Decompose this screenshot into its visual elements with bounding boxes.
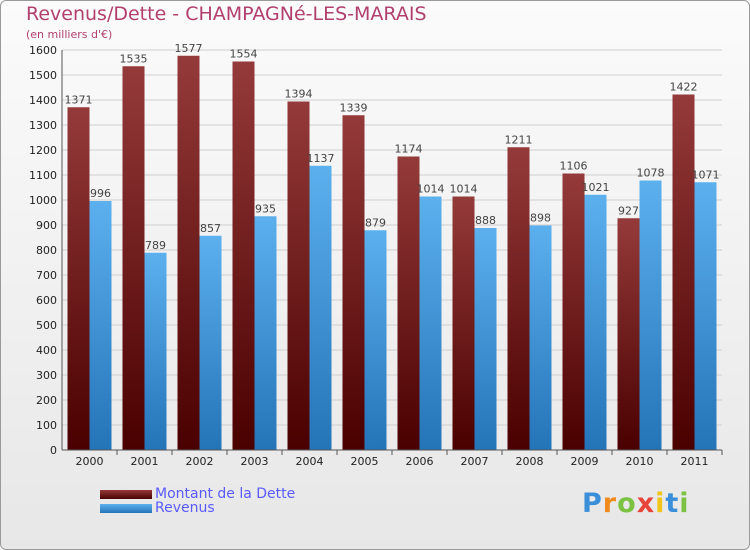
y-tick-label-700: 700 [36, 269, 57, 282]
logo-letter: o [617, 488, 637, 519]
value-label-revenue-2000: 996 [90, 187, 111, 200]
bar-debt-2004 [287, 101, 310, 450]
value-label-debt-2008: 1211 [505, 133, 533, 146]
bar-debt-2006 [397, 156, 420, 450]
axes: 0 100 200 300 400 500 600 700 800 900 1000 1100 1200… [29, 44, 723, 468]
bar-debt-2002 [177, 55, 200, 450]
x-tick-label-2005: 2005 [351, 455, 379, 468]
y-tick-label-1300: 1300 [29, 119, 57, 132]
x-tick-label-2004: 2004 [296, 455, 324, 468]
bar-revenue-2011 [694, 182, 717, 450]
legend-swatch-revenue [100, 503, 152, 513]
value-label-revenue-2008: 898 [530, 212, 551, 225]
y-tick-label-100: 100 [36, 419, 57, 432]
value-label-debt-2000: 1371 [65, 93, 93, 106]
value-label-revenue-2002: 857 [200, 222, 221, 235]
legend-item-debt: Montant de la Dette [100, 486, 295, 502]
bar-debt-2003 [232, 61, 255, 450]
legend-label-debt: Montant de la Dette [155, 486, 296, 502]
x-tick-label-2007: 2007 [461, 455, 489, 468]
y-tick-label-1000: 1000 [29, 194, 57, 207]
x-tick-label-2009: 2009 [571, 455, 599, 468]
value-labels: 1371 996 1535 789 1577 857 1554 935 1394 1137 1339… [65, 42, 720, 252]
bar-debt-2011 [672, 94, 695, 450]
bar-revenue-2009 [584, 194, 607, 450]
logo-letter: t [665, 488, 680, 519]
logo-letter: P [582, 488, 603, 519]
grid-lines [62, 49, 722, 451]
logo-letter: i [655, 488, 666, 519]
value-label-debt-2011: 1422 [670, 81, 698, 94]
y-tick-label-200: 200 [36, 394, 57, 407]
x-tick-label-2002: 2002 [186, 455, 214, 468]
x-tick-label-2001: 2001 [131, 455, 159, 468]
bar-debt-2007 [452, 196, 475, 450]
bars [67, 55, 717, 450]
value-label-debt-2009: 1106 [560, 160, 588, 173]
y-tick-label-1400: 1400 [29, 94, 57, 107]
y-tick-label-800: 800 [36, 244, 57, 257]
logo-letter: r [602, 488, 618, 519]
bar-revenue-2002 [199, 235, 222, 450]
bar-revenue-2005 [364, 230, 387, 450]
x-tick-label-2008: 2008 [516, 455, 544, 468]
bar-debt-2008 [507, 147, 530, 450]
value-label-revenue-2001: 789 [145, 239, 166, 252]
y-tick-label-1100: 1100 [29, 169, 57, 182]
value-label-debt-2005: 1339 [340, 101, 368, 114]
value-label-debt-2007: 1014 [450, 183, 478, 196]
value-label-revenue-2004: 1137 [307, 152, 335, 165]
x-tick-label-2000: 2000 [76, 455, 104, 468]
bar-revenue-2004 [309, 165, 332, 450]
y-tick-label-1600: 1600 [29, 44, 57, 57]
chart-title: Revenus/Dette - CHAMPAGNé-LES-MARAIS [26, 3, 427, 25]
bar-revenue-2000 [89, 201, 112, 450]
bar-debt-2010 [617, 218, 640, 450]
value-label-revenue-2003: 935 [255, 202, 276, 215]
bar-revenue-2006 [419, 196, 442, 450]
logo-letter: i [679, 488, 690, 519]
value-label-revenue-2005: 879 [365, 216, 386, 229]
value-label-debt-2006: 1174 [395, 143, 423, 156]
bar-revenue-2008 [529, 225, 552, 450]
y-tick-label-600: 600 [36, 294, 57, 307]
chart-subtitle: (en milliers d'€) [26, 28, 113, 41]
y-tick-label-300: 300 [36, 369, 57, 382]
bar-debt-2009 [562, 173, 585, 450]
bar-revenue-2001 [144, 252, 167, 450]
logo-letter: x [636, 488, 656, 519]
y-tick-label-1200: 1200 [29, 144, 57, 157]
bar-revenue-2003 [254, 216, 277, 450]
y-tick-label-500: 500 [36, 319, 57, 332]
value-label-revenue-2010: 1078 [637, 167, 665, 180]
proxiti-logo: Proxiti [582, 488, 690, 519]
x-tick-label-2011: 2011 [681, 455, 709, 468]
x-tick-label-2003: 2003 [241, 455, 269, 468]
x-tick-label-2010: 2010 [626, 455, 654, 468]
value-label-revenue-2011: 1071 [692, 168, 720, 181]
y-tick-label-400: 400 [36, 344, 57, 357]
y-tick-label-0: 0 [50, 444, 57, 457]
value-label-debt-2002: 1577 [175, 42, 203, 55]
legend-item-revenue: Revenus [100, 500, 215, 516]
value-label-revenue-2007: 888 [475, 214, 496, 227]
value-label-revenue-2006: 1014 [417, 183, 445, 196]
value-label-debt-2001: 1535 [120, 52, 148, 65]
value-label-revenue-2009: 1021 [582, 181, 610, 194]
y-tick-label-900: 900 [36, 219, 57, 232]
value-label-debt-2010: 927 [618, 204, 639, 217]
value-label-debt-2004: 1394 [285, 88, 313, 101]
value-label-debt-2003: 1554 [230, 48, 258, 61]
bar-revenue-2010 [639, 180, 662, 450]
bar-debt-2005 [342, 115, 365, 450]
legend-swatch-debt [100, 489, 152, 499]
bar-debt-2001 [122, 66, 145, 450]
x-tick-label-2006: 2006 [406, 455, 434, 468]
bar-revenue-2007 [474, 228, 497, 450]
bar-debt-2000 [67, 107, 90, 450]
legend-label-revenue: Revenus [155, 500, 215, 516]
y-tick-label-1500: 1500 [29, 69, 57, 82]
